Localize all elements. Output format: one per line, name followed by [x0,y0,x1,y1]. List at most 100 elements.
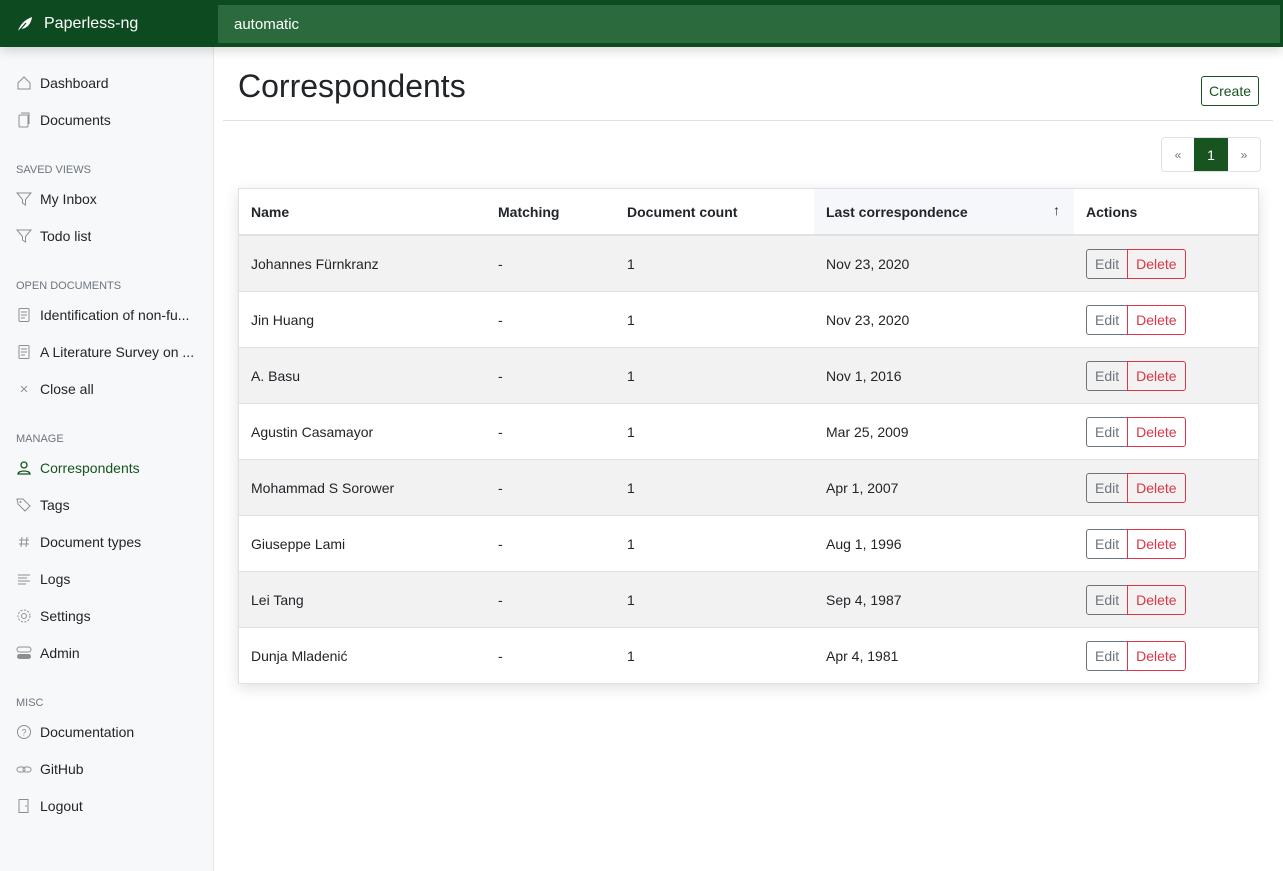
correspondents-table: Name Matching Document count Last corres… [238,188,1259,684]
last-correspondence-cell: Apr 1, 2007 [826,479,899,496]
document-count-cell: 1 [627,367,635,384]
edit-button[interactable]: Edit [1086,416,1129,447]
pagination-next[interactable]: » [1240,147,1248,162]
last-correspondence-cell: Aug 1, 1996 [826,535,902,552]
sidebar-item-tags[interactable]: Tags [16,495,206,515]
name-cell: Dunja Mladenić [251,647,348,664]
file-text-icon [16,307,32,323]
delete-button[interactable]: Delete [1127,584,1186,615]
pagination-page-1[interactable]: 1 [1194,138,1228,171]
matching-cell: - [498,535,503,552]
delete-button[interactable]: Delete [1127,472,1186,503]
sidebar-item-my-inbox[interactable]: My Inbox [16,189,206,209]
header-last-correspondence[interactable]: Last correspondence ↑ [814,189,1074,234]
delete-button[interactable]: Delete [1127,360,1186,391]
edit-button[interactable]: Edit [1086,528,1129,559]
sidebar-item-logs[interactable]: Logs [16,569,206,589]
sidebar-item-identification-of-non-fu[interactable]: Identification of non-fu... [16,305,206,325]
table-row: Agustin Casamayor - 1 Mar 25, 2009 Edit Delet… [239,403,1258,459]
name-cell: A. Basu [251,367,301,384]
edit-button[interactable]: Edit [1086,472,1129,503]
sidebar-item-document-types[interactable]: Document types [16,532,206,552]
actions-cell: Edit Delete [1074,236,1258,291]
name-cell: Jin Huang [251,311,315,328]
name-cell: Agustin Casamayor [251,423,374,440]
link-icon [16,761,32,777]
delete-button[interactable]: Delete [1127,528,1186,559]
svg-text:?: ? [21,728,26,738]
sidebar-item-correspondents[interactable]: Correspondents [16,458,206,478]
edit-button[interactable]: Edit [1086,248,1129,279]
sidebar-item-admin[interactable]: Admin [16,643,206,663]
sidebar-item-label: Documents [40,112,111,128]
app-name: Paperless-ng [44,14,139,32]
search-input[interactable] [218,5,1280,43]
document-count-cell: 1 [627,535,635,552]
sidebar-item-label: Correspondents [40,460,140,476]
delete-button[interactable]: Delete [1127,248,1186,279]
sidebar-item-github[interactable]: GitHub [16,759,206,779]
name-cell: Lei Tang [251,591,304,608]
divider [223,120,1273,121]
matching-cell: - [498,591,503,608]
sidebar-item-settings[interactable]: Settings [16,606,206,626]
leaf-logo-icon [17,16,32,32]
document-count-cell: 1 [627,591,635,608]
delete-button[interactable]: Delete [1127,416,1186,447]
header-name[interactable]: Name [251,203,290,220]
sidebar-item-close-all[interactable]: Close all [16,379,206,399]
sidebar-item-logout[interactable]: Logout [16,796,206,816]
x-icon [16,381,32,397]
tags-icon [16,497,32,513]
top-navbar: Paperless-ng [0,0,1283,47]
actions-cell: Edit Delete [1074,348,1258,403]
brand-link[interactable]: Paperless-ng [0,0,214,47]
sidebar-item-label: Dashboard [40,75,109,91]
sidebar-item-label: Identification of non-fu... [40,307,190,323]
table-header: Name Matching Document count Last corres… [239,189,1258,235]
sidebar-item-label: Tags [40,497,70,513]
delete-button[interactable]: Delete [1127,304,1186,335]
pagination-prev[interactable]: « [1174,147,1182,162]
header-matching[interactable]: Matching [498,203,560,220]
funnel-icon [16,228,32,244]
edit-button[interactable]: Edit [1086,304,1129,335]
matching-cell: - [498,311,503,328]
hash-icon [16,534,32,550]
sidebar-item-documents[interactable]: Documents [16,110,206,130]
edit-button[interactable]: Edit [1086,584,1129,615]
sidebar-item-label: Logout [40,798,83,814]
sidebar-item-label: Documentation [40,724,135,740]
table-row: Giuseppe Lami - 1 Aug 1, 1996 Edit Delete [239,515,1258,571]
file-text-icon [16,344,32,360]
matching-cell: - [498,423,503,440]
actions-cell: Edit Delete [1074,572,1258,627]
actions-cell: Edit Delete [1074,460,1258,515]
person-icon [16,460,32,476]
page-title: Correspondents [238,68,466,104]
sidebar-item-a-literature-survey-on[interactable]: A Literature Survey on ... [16,342,206,362]
document-count-cell: 1 [627,647,635,664]
matching-cell: - [498,255,503,272]
sidebar-item-label: GitHub [40,761,84,777]
actions-cell: Edit Delete [1074,404,1258,459]
document-count-cell: 1 [627,255,635,272]
name-cell: Mohammad S Sorower [251,479,395,496]
edit-button[interactable]: Edit [1086,360,1129,391]
delete-button[interactable]: Delete [1127,640,1186,671]
document-count-cell: 1 [627,423,635,440]
sidebar-item-label: My Inbox [40,191,97,207]
last-correspondence-cell: Apr 4, 1981 [826,647,899,664]
sidebar-item-todo-list[interactable]: Todo list [16,226,206,246]
sidebar-item-documentation[interactable]: ? Documentation [16,722,206,742]
last-correspondence-cell: Nov 23, 2020 [826,255,910,272]
section-title: MISC [16,697,44,709]
sidebar-item-label: Document types [40,534,142,550]
actions-cell: Edit Delete [1074,516,1258,571]
header-document-count[interactable]: Document count [627,203,738,220]
create-button[interactable]: Create [1201,76,1259,106]
edit-button[interactable]: Edit [1086,640,1129,671]
sidebar-item-dashboard[interactable]: Dashboard [16,73,206,93]
section-title: MANAGE [16,433,64,445]
actions-cell: Edit Delete [1074,628,1258,683]
